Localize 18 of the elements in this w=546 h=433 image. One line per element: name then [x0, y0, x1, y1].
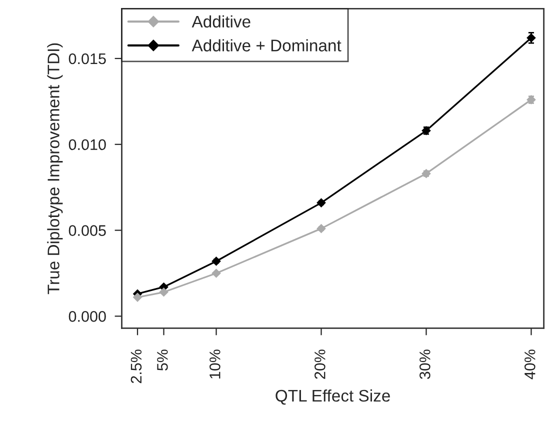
point	[212, 268, 221, 278]
point	[316, 224, 326, 234]
point	[133, 292, 142, 302]
point	[159, 288, 168, 297]
y-tick-label: 0.000	[68, 311, 106, 322]
y-tick-label: 0.010	[68, 139, 106, 150]
x-tick-label: 30%	[420, 350, 430, 380]
legend-label: Additive + Dominant	[192, 39, 342, 52]
y-tick-label: 0.005	[68, 225, 106, 236]
y-tick-label: 0.015	[68, 53, 106, 64]
x-tick-label: 40%	[524, 350, 536, 380]
x-tick-label: 10%	[210, 350, 220, 378]
legend-label: Additive	[192, 15, 250, 28]
x-axis-title: QTL Effect Size	[276, 389, 390, 405]
x-tick-label: 5%	[157, 350, 168, 371]
x-tick-label: 2.5%	[130, 350, 142, 384]
y-axis-title: True Diplotype Improvement (TDI)	[47, 43, 63, 294]
x-tick-label: 20%	[314, 350, 326, 379]
